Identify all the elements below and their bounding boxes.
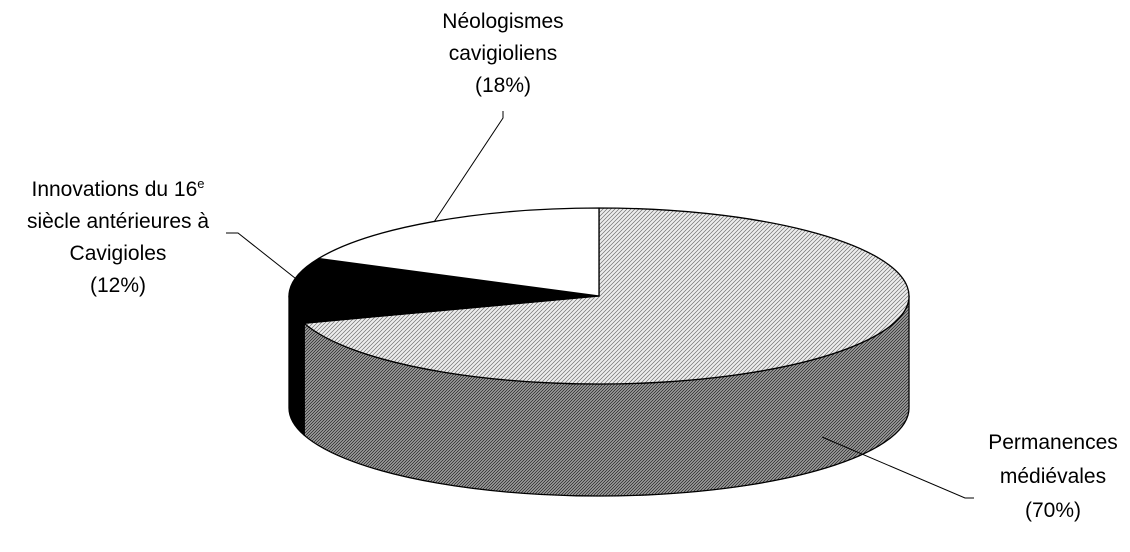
leader-permanences [821, 436, 974, 499]
label-neologismes: Néologismes cavigioliens (18%) [442, 10, 563, 97]
label-line: (12%) [90, 274, 146, 297]
slice-labels: Permanences médiévales (70%) Innovations du… [27, 10, 1118, 522]
label-line: siècle antérieures à [27, 210, 209, 233]
label-line: (70%) [1025, 499, 1081, 522]
leader-lines [226, 111, 974, 499]
leader-neologismes [433, 111, 504, 223]
slice-top-permanences [303, 207, 910, 385]
slice-top-innovations [288, 257, 600, 324]
leader-innovations [226, 232, 301, 283]
label-line: Cavigioles [70, 242, 167, 265]
label-line: Néologismes [442, 10, 563, 33]
pie-tops [288, 207, 910, 385]
label-line: cavigioliens [449, 42, 558, 65]
label-permanences: Permanences médiévales (70%) [988, 431, 1118, 522]
label-line: Permanences [988, 431, 1118, 454]
label-line: (18%) [475, 74, 531, 97]
label-line: médiévales [1000, 465, 1106, 488]
slice-top-neologismes [317, 207, 600, 297]
label-innovations: Innovations du 16e siècle antérieures à Ca… [27, 176, 209, 297]
label-line: Innovations du 16e [31, 176, 204, 201]
label-superscript: e [197, 176, 204, 191]
